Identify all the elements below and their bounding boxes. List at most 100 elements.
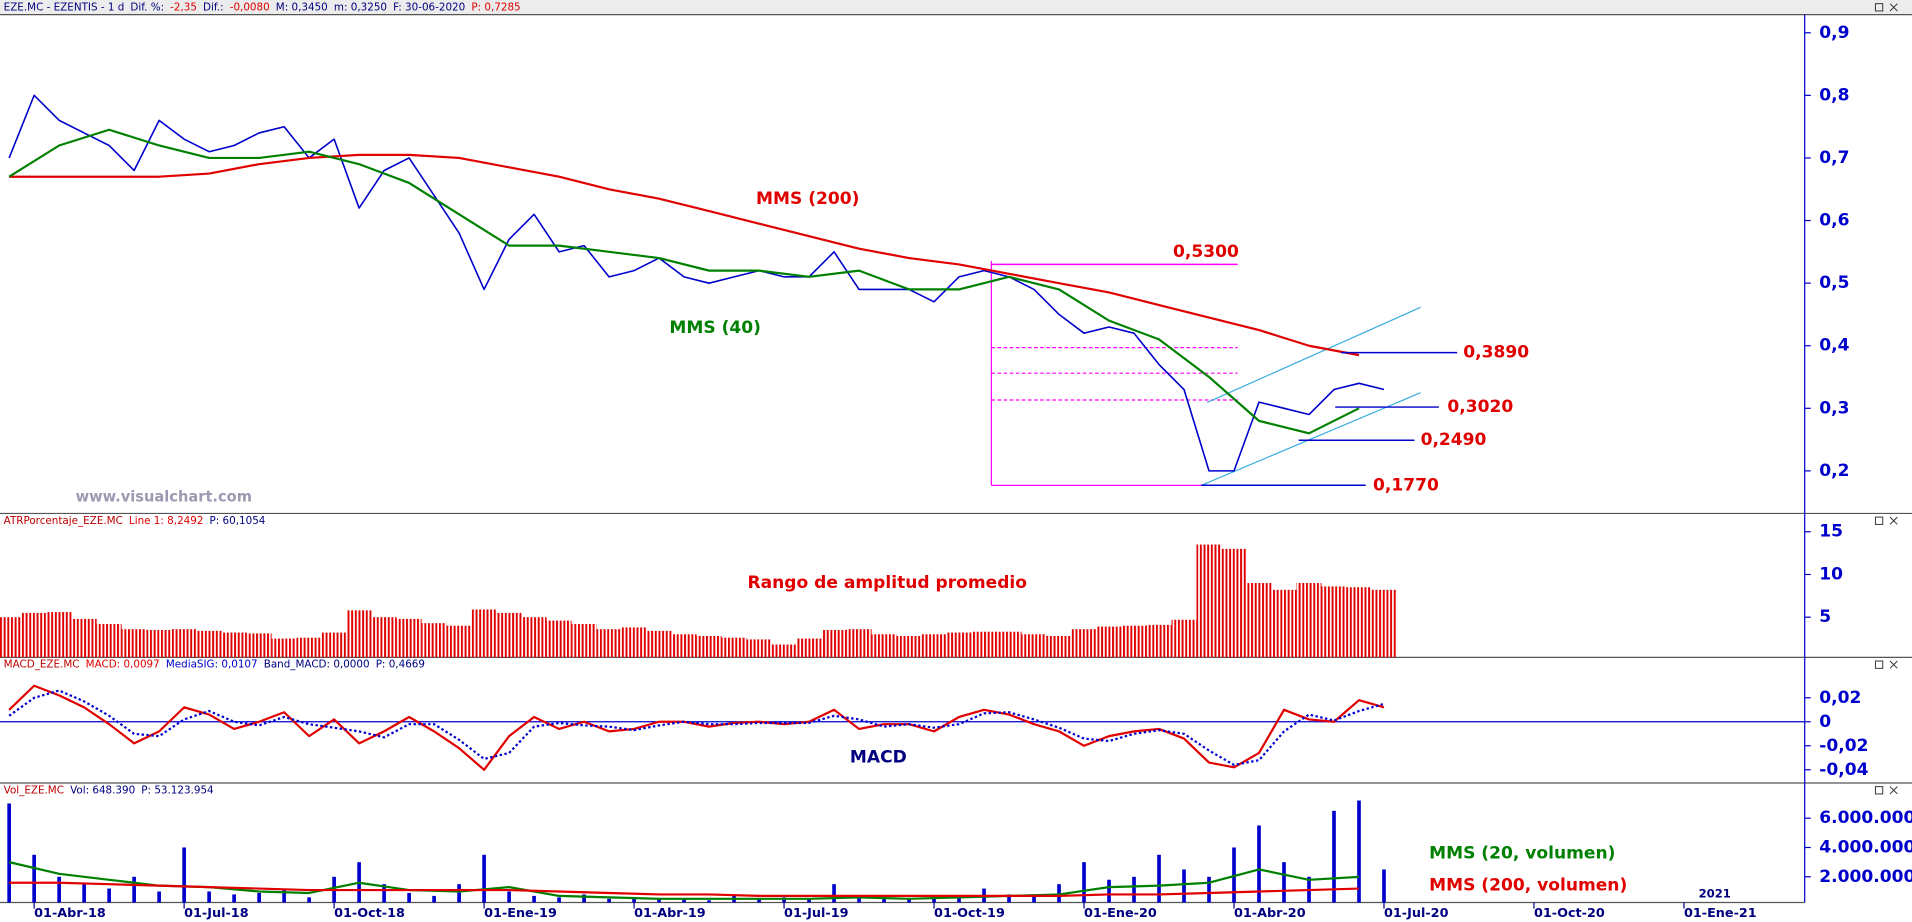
header-part: Dif.: <box>203 1 224 13</box>
bar <box>1282 862 1286 903</box>
bar <box>157 891 161 903</box>
bar <box>496 612 522 658</box>
level-label: 0,2490 <box>1421 430 1487 450</box>
bar <box>196 630 222 658</box>
restore-button[interactable] <box>1874 660 1884 669</box>
header-bar <box>0 0 1912 15</box>
x-tick-label: 01-Abr-20 <box>1234 906 1306 921</box>
close-button[interactable] <box>1889 786 1898 795</box>
header-part: MediaSIG: 0,0107 <box>166 659 258 671</box>
bar <box>471 609 497 658</box>
bar <box>482 854 486 903</box>
y-tick-label: 0,7 <box>1819 148 1849 168</box>
bar <box>571 624 597 658</box>
y-tick-label: 0,3 <box>1819 398 1849 418</box>
bar <box>382 884 386 903</box>
header-part: -0,0080 <box>230 1 270 13</box>
y-tick-label: 5 <box>1819 607 1831 627</box>
header-part: -2,35 <box>170 1 197 13</box>
bar <box>546 620 572 658</box>
line <box>9 881 1360 897</box>
level-label: 0,3890 <box>1463 343 1529 363</box>
panel-header: EZE.MC - EZENTIS - 1 d Dif. %: -2,35 Dif.: -… <box>4 1 521 13</box>
bar <box>521 617 547 658</box>
bar <box>682 898 686 903</box>
line <box>8 689 1385 767</box>
bar <box>0 617 22 658</box>
bar <box>646 630 672 658</box>
bar <box>1121 625 1147 658</box>
y-tick-label: 4.000.000 <box>1819 837 1912 857</box>
close-button[interactable] <box>1889 660 1898 669</box>
bar <box>132 876 136 903</box>
y-tick-label: 6.000.000 <box>1819 808 1912 828</box>
bar <box>671 634 697 658</box>
bar <box>1182 869 1186 903</box>
bar <box>1207 876 1211 903</box>
bar <box>957 895 961 903</box>
bar <box>296 637 322 658</box>
bar <box>532 895 536 903</box>
bar <box>1071 629 1097 658</box>
bar <box>182 847 186 903</box>
x-tick-label: 01-Jul-19 <box>784 906 849 921</box>
bar <box>307 897 311 903</box>
x-tick-label: 01-Abr-19 <box>634 906 706 921</box>
panel-header: ATRPorcentaje_EZE.MC Line 1: 8,2492 P: 60,… <box>4 515 266 527</box>
channel-line <box>1200 392 1421 486</box>
bar <box>596 629 622 658</box>
drawing-tools <box>990 260 1421 487</box>
bar <box>1032 895 1036 903</box>
series-label: MMS (200) <box>756 189 859 209</box>
y-tick-label: 0,2 <box>1819 461 1849 481</box>
bar <box>371 617 397 658</box>
restore-button[interactable] <box>1874 516 1884 525</box>
close-button[interactable] <box>1889 516 1898 525</box>
year-label: 2021 <box>1699 886 1731 900</box>
bar <box>1382 869 1386 903</box>
bar <box>946 632 972 658</box>
y-tick-label: 15 <box>1819 522 1843 542</box>
bar <box>1046 635 1072 658</box>
header-part: M: 0,3450 <box>276 1 328 13</box>
close-button[interactable] <box>1889 3 1898 12</box>
header-part: P: 60,1054 <box>210 515 266 527</box>
header-part: Dif. %: <box>130 1 164 13</box>
bar <box>1357 800 1361 903</box>
bar <box>821 630 847 658</box>
restore-button[interactable] <box>1874 786 1884 795</box>
bar <box>1296 583 1322 658</box>
bar <box>71 618 97 658</box>
bar <box>432 895 436 903</box>
bar <box>282 888 286 903</box>
bar <box>1196 544 1222 658</box>
bar <box>171 629 197 658</box>
bar <box>857 897 861 903</box>
header-part: P: 0,7285 <box>471 1 520 13</box>
bar <box>757 898 761 903</box>
bar <box>707 900 711 903</box>
panel-header: MACD_EZE.MC MACD: 0,0097 MediaSIG: 0,0107 B… <box>4 659 425 671</box>
bar <box>557 897 561 903</box>
bar <box>32 854 36 903</box>
bar <box>1171 619 1197 658</box>
bar <box>1007 894 1011 903</box>
bar <box>971 631 997 658</box>
x-tick-label: 01-Ene-19 <box>484 906 557 921</box>
y-tick-label: 2.000.000 <box>1819 867 1912 887</box>
bar <box>996 631 1022 658</box>
x-tick-label: 01-Oct-19 <box>934 906 1005 921</box>
bar <box>1021 634 1047 658</box>
header-part: F: 30-06-2020 <box>393 1 465 13</box>
restore-button[interactable] <box>1874 3 1884 12</box>
bar <box>346 610 372 658</box>
bar <box>1057 884 1061 903</box>
line <box>8 861 1360 900</box>
bar <box>882 897 886 903</box>
bar <box>746 639 772 658</box>
y-tick-label: 0,6 <box>1819 211 1849 231</box>
bar <box>632 897 636 903</box>
watermark: www.visualchart.com <box>76 489 252 506</box>
x-tick-label: 01-Ene-20 <box>1084 906 1157 921</box>
